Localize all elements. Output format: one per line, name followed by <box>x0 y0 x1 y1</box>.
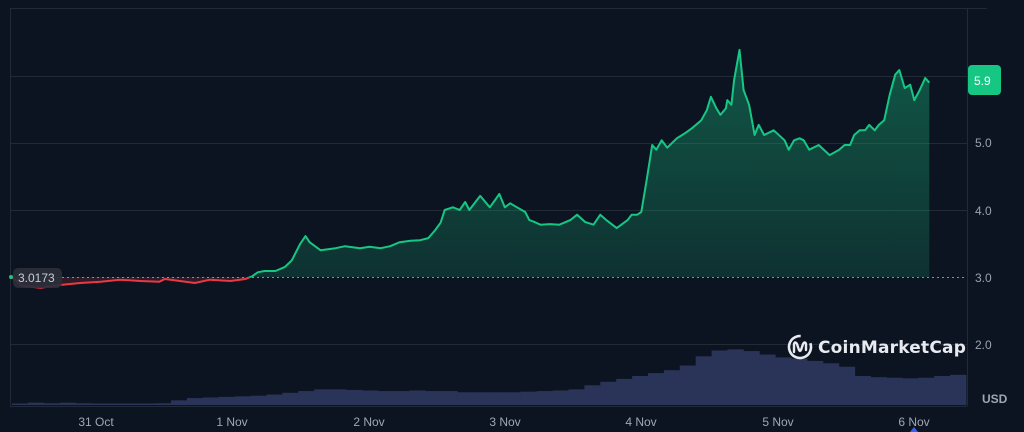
x-tick-label: 5 Nov <box>762 415 793 429</box>
volume-bar <box>775 357 792 405</box>
volume-bar <box>361 390 379 405</box>
volume-bar <box>918 377 935 405</box>
volume-bar <box>218 396 235 405</box>
volume-bar <box>489 392 506 405</box>
volume-bar <box>759 354 776 405</box>
plot-frame <box>10 8 987 407</box>
volume-bar <box>552 390 569 405</box>
volume-bar <box>27 402 45 405</box>
volume-bar <box>139 403 156 405</box>
x-tick-label: 3 Nov <box>489 415 520 429</box>
x-axis: 31 Oct 1 Nov 2 Nov 3 Nov 4 Nov 5 Nov 6 N… <box>78 415 930 432</box>
volume-bar <box>902 378 919 405</box>
volume-bar <box>838 366 856 405</box>
y-tick-label: 3.0 <box>975 271 992 285</box>
volume-bar <box>171 400 188 405</box>
volume-bar <box>202 397 220 405</box>
volume-bar <box>616 378 633 405</box>
volume-bar <box>409 390 426 405</box>
x-tick-label: 4 Nov <box>625 415 656 429</box>
volume-bar <box>934 376 951 405</box>
volume-bar <box>679 365 697 405</box>
y-tick-label: 2.0 <box>975 338 992 352</box>
volume-bar <box>186 398 204 405</box>
volume-bar <box>695 356 712 405</box>
current-price-label: 5.9 <box>974 74 991 88</box>
watermark-text: CoinMarketCap <box>818 338 966 358</box>
open-price-label: 3.0173 <box>18 271 55 285</box>
volume-bar <box>743 351 760 405</box>
volume-bar <box>822 363 840 405</box>
coinmarketcap-watermark: CoinMarketCap <box>787 334 966 360</box>
volume-bar <box>250 395 267 405</box>
volume-bar <box>584 385 601 405</box>
volume-bar <box>791 358 808 405</box>
volume-bar <box>441 391 458 405</box>
x-tick-label: 31 Oct <box>78 415 114 429</box>
volume-bar <box>632 376 649 405</box>
volume-bar <box>393 391 410 405</box>
volume-bar <box>727 349 744 405</box>
volume-bar <box>504 392 522 405</box>
x-tick-label: 2 Nov <box>353 415 384 429</box>
volume-bar <box>425 391 442 405</box>
volume-bar <box>75 403 92 405</box>
volume-bar <box>43 403 61 405</box>
volume-bar <box>107 403 124 405</box>
volume-bar <box>282 392 299 405</box>
volume-bar <box>711 350 728 405</box>
x-tick-label: 6 Nov <box>898 415 929 429</box>
y-axis: 5.0 4.0 3.0 2.0 USD <box>975 136 1008 406</box>
volume-bar <box>266 394 283 405</box>
volume-bar <box>854 376 871 405</box>
volume-bar <box>91 403 108 405</box>
volume-bar <box>457 392 474 405</box>
volume-bar <box>568 389 585 405</box>
volume-bar <box>314 389 331 405</box>
volume-bar <box>807 360 824 405</box>
volume-bar <box>870 377 887 405</box>
volume-bar <box>648 373 665 405</box>
currency-label: USD <box>982 392 1008 406</box>
volume-bar <box>234 396 251 405</box>
current-time-marker-icon <box>910 427 918 432</box>
volume-bar <box>59 402 76 405</box>
volume-bar <box>345 389 363 405</box>
open-price-tag: 3.0173 <box>9 268 62 288</box>
volume-bars <box>12 349 967 405</box>
volume-bar <box>377 391 394 405</box>
price-line <box>12 48 931 289</box>
coinmarketcap-logo-icon <box>787 334 813 360</box>
y-tick-label: 4.0 <box>975 204 992 218</box>
volume-bar <box>536 391 553 405</box>
y-tick-label: 5.0 <box>975 136 992 150</box>
volume-bar <box>886 377 903 405</box>
volume-bar <box>298 391 315 405</box>
volume-bar <box>330 389 347 405</box>
x-tick-label: 1 Nov <box>216 415 247 429</box>
volume-bar <box>663 370 681 405</box>
volume-bar <box>520 391 538 405</box>
volume-bar <box>12 403 29 405</box>
volume-bar <box>155 403 172 405</box>
current-price-tag: 5.9 <box>968 65 1001 95</box>
volume-bar <box>123 403 140 405</box>
volume-bar <box>473 392 490 405</box>
volume-bar <box>950 374 967 405</box>
volume-bar <box>600 381 617 405</box>
